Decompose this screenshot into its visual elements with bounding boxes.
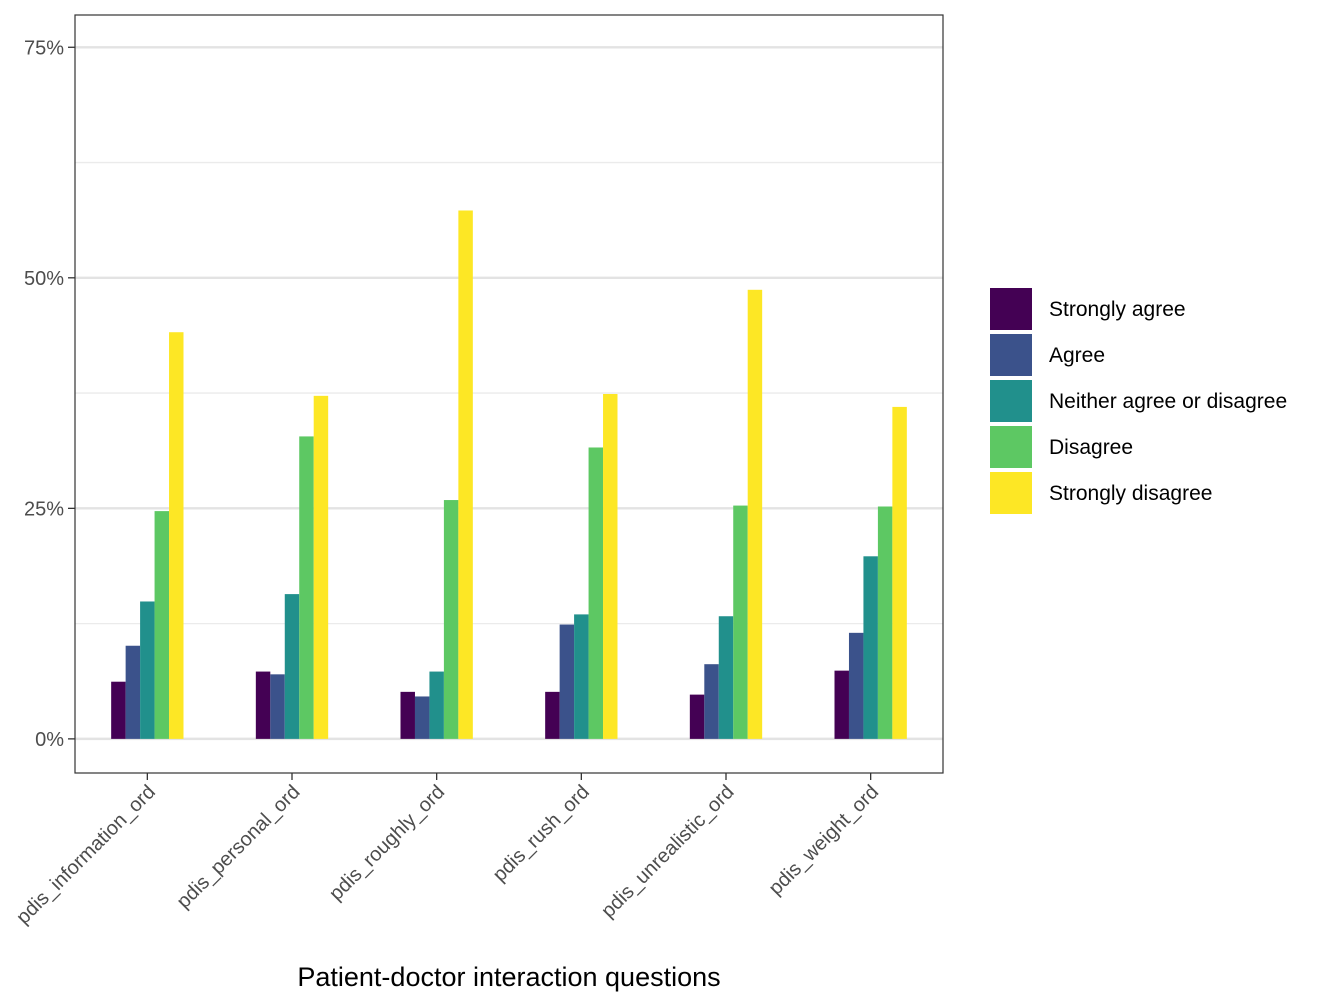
bar [574, 614, 589, 739]
bar [400, 691, 415, 739]
bar [559, 624, 575, 739]
bar [414, 696, 430, 739]
legend-label: Strongly agree [1049, 298, 1186, 321]
legend-label: Agree [1049, 344, 1105, 367]
bar [689, 694, 705, 739]
bar [545, 691, 560, 739]
bar [733, 505, 748, 739]
bar [125, 645, 141, 739]
bar [863, 556, 878, 739]
bar [588, 447, 604, 739]
legend-key [990, 334, 1032, 376]
bar [877, 506, 893, 739]
bar [169, 332, 184, 739]
legend-key [990, 426, 1032, 468]
bar [458, 210, 473, 739]
bar [154, 511, 170, 739]
plot-panel [75, 15, 943, 773]
bar [603, 394, 618, 739]
y-tick-label: 50% [24, 268, 64, 290]
x-axis-title: Patient-doctor interaction questions [297, 962, 720, 992]
bar [111, 681, 126, 739]
x-tick-label: pdis_information_ord [12, 781, 160, 929]
legend-label: Disagree [1049, 436, 1133, 459]
x-tick-label: pdis_unrealistic_ord [597, 781, 738, 922]
bar [255, 671, 271, 739]
bar [299, 436, 314, 739]
legend-label: Neither agree or disagree [1049, 390, 1287, 413]
bar [704, 664, 719, 739]
bar [443, 500, 459, 739]
legend-label: Strongly disagree [1049, 482, 1212, 505]
y-tick-label: 25% [24, 498, 64, 520]
plot-border [74, 14, 944, 774]
bar [834, 670, 849, 739]
legend: Strongly agree Agree Neither agree or disa… [990, 288, 1287, 514]
bar [140, 601, 155, 739]
legend-key [990, 472, 1032, 514]
bar [892, 406, 907, 739]
gridlines [75, 46, 943, 741]
x-tick-label: pdis_personal_ord [173, 781, 305, 913]
bar [718, 616, 734, 739]
bar [270, 674, 285, 739]
legend-key [990, 288, 1032, 330]
y-axis: 0% 25% 50% 75% [24, 37, 75, 751]
y-tick-label: 0% [35, 729, 64, 751]
x-tick-label: pdis_rush_ord [489, 781, 594, 886]
bar [848, 632, 864, 739]
legend-key [990, 380, 1032, 422]
bars [111, 210, 907, 739]
y-tick-label: 75% [24, 37, 64, 59]
bar [313, 395, 329, 739]
x-tick-label: pdis_weight_ord [765, 781, 884, 900]
x-tick-label: pdis_roughly_ord [325, 781, 449, 905]
x-axis: pdis_information_ord pdis_personal_ord pdi… [12, 773, 883, 929]
bar [429, 671, 444, 739]
bar [284, 594, 300, 739]
bar [747, 289, 763, 739]
